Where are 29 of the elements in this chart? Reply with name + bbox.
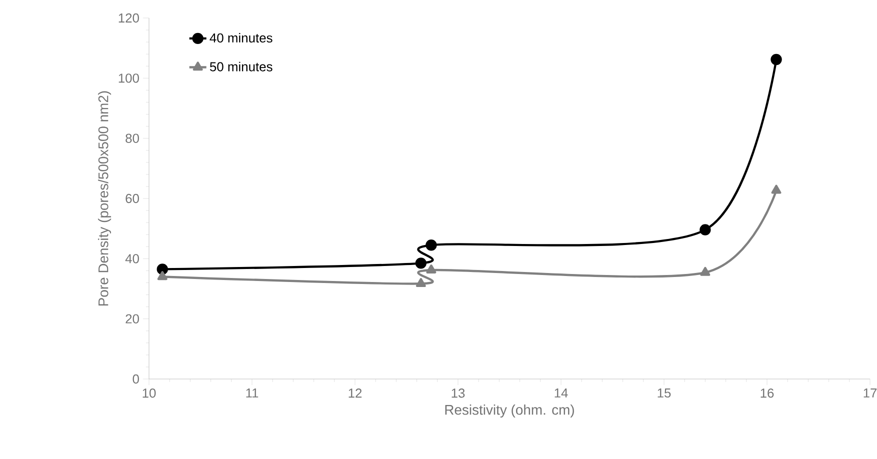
x-tick-label: 12 [348,388,362,398]
y-tick-label: 0 [132,374,139,384]
x-tick-label: 17 [864,388,877,398]
y-tick-label: 120 [118,13,139,23]
point [700,266,710,276]
x-tick-label: 10 [142,388,156,398]
x-tick-label: 15 [658,388,671,398]
point [426,264,436,274]
point [157,271,168,280]
x-tick-label: 14 [554,388,568,398]
y-tick-label: 80 [126,134,139,143]
x-axis-title: Resistivity (ohm. cm) [445,404,574,418]
point [416,278,426,287]
legend-label: 50 minutes [210,62,272,72]
x-tick-label: 16 [760,388,774,398]
x-tick-label: 11 [246,388,258,398]
x-tick-label: 13 [452,388,465,398]
point [700,224,711,236]
point [156,264,168,275]
legend-label: 40 minutes [210,33,272,43]
point [771,184,782,194]
point [770,54,782,66]
point [426,240,437,251]
y-tick-label: 60 [126,194,139,204]
y-tick-label: 40 [125,254,139,264]
y-tick-label: 100 [118,74,139,83]
y-axis-title: Pore Density (pores/500x500 nm2) [98,91,112,306]
y-tick-label: 20 [126,314,139,324]
point [415,258,427,269]
